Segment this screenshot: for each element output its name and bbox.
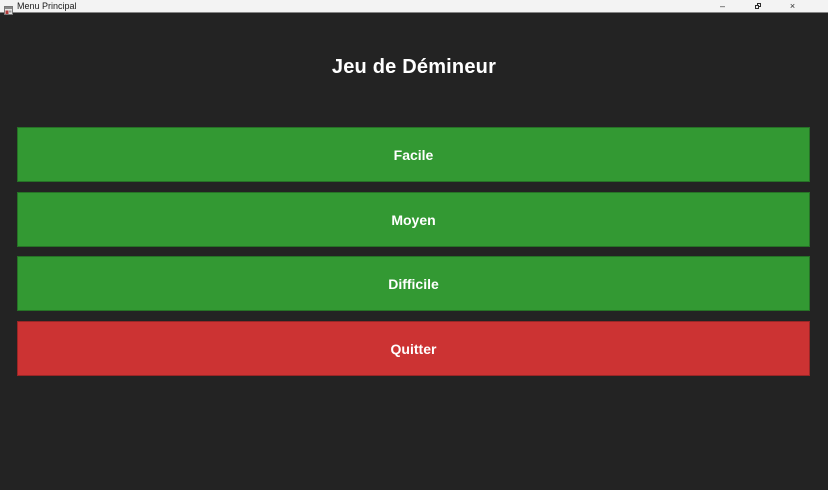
difficulty-easy-button[interactable]: Facile bbox=[17, 127, 810, 182]
minimize-button[interactable]: – bbox=[719, 1, 725, 11]
quit-button[interactable]: Quitter bbox=[17, 321, 810, 376]
restore-button[interactable] bbox=[740, 0, 775, 12]
close-button[interactable]: × bbox=[789, 1, 796, 11]
window-title-bar: Menu Principal – × bbox=[0, 0, 828, 15]
window-controls: – × bbox=[705, 0, 810, 12]
window-title: Menu Principal bbox=[17, 1, 77, 11]
app-icon bbox=[4, 2, 13, 15]
restore-icon bbox=[754, 3, 761, 9]
page-title: Jeu de Démineur bbox=[331, 56, 497, 78]
difficulty-medium-button[interactable]: Moyen bbox=[17, 192, 810, 247]
difficulty-hard-button[interactable]: Difficile bbox=[17, 256, 810, 311]
